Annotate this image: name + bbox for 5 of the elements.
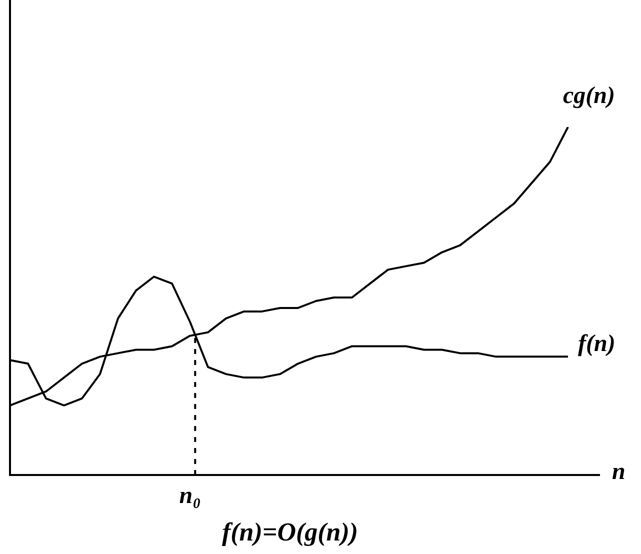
series-label: cg(n) bbox=[563, 83, 615, 110]
x-axis-title: n bbox=[612, 459, 626, 486]
text: f(n)=O(g(n)) bbox=[222, 518, 358, 547]
text: n₀ bbox=[179, 483, 201, 510]
series-label: f(n) bbox=[578, 330, 616, 357]
